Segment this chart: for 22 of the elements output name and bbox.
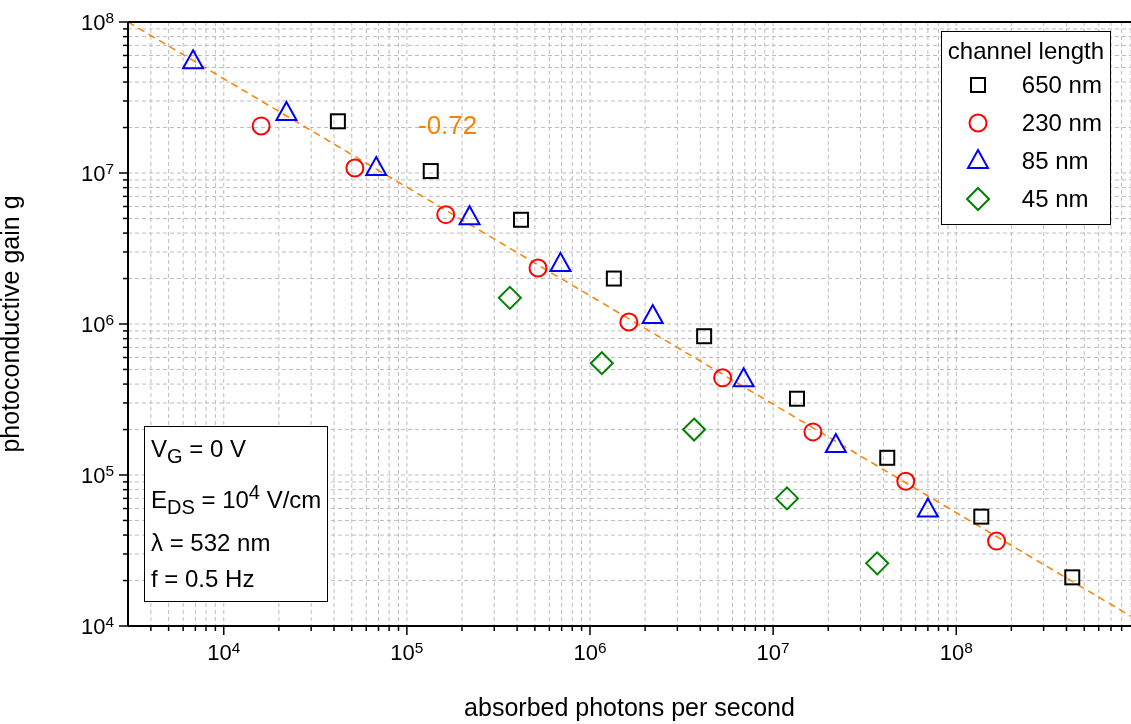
annotation: λ = 532 nm [151, 527, 272, 558]
x-tick-label: 10$^{4}$ [207, 639, 241, 665]
legend-label: 230 nm [1021, 108, 1102, 138]
x-tick-label: 10$^{8}$ [939, 639, 973, 665]
x-tick-label: 10$^{6}$ [573, 639, 607, 665]
annotation: E$_{DS}$ = 10$^{4}$ V/cm [151, 479, 322, 520]
y-tick-label: 10$^{4}$ [80, 613, 115, 639]
legend-title: channel length [947, 36, 1104, 66]
x-axis-title: absorbed photons per second [464, 693, 795, 721]
annotation: -0.72 [418, 110, 478, 141]
y-tick-label: 10$^{6}$ [80, 311, 114, 337]
y-tick-label: 10$^{7}$ [80, 160, 114, 186]
y-axis-title: photoconductive gain g [0, 195, 24, 453]
x-tick-label: 10$^{5}$ [390, 639, 424, 665]
legend-label: 45 nm [1021, 184, 1089, 214]
x-tick-label: 10$^{7}$ [756, 639, 790, 665]
annotation: V$_{G}$ = 0 V [151, 434, 247, 469]
y-tick-label: 10$^{5}$ [80, 462, 114, 488]
legend-label: 650 nm [1021, 70, 1102, 100]
legend-label: 85 nm [1021, 146, 1089, 176]
y-tick-label: 10$^{8}$ [80, 9, 114, 35]
annotation: f = 0.5 Hz [151, 563, 256, 594]
